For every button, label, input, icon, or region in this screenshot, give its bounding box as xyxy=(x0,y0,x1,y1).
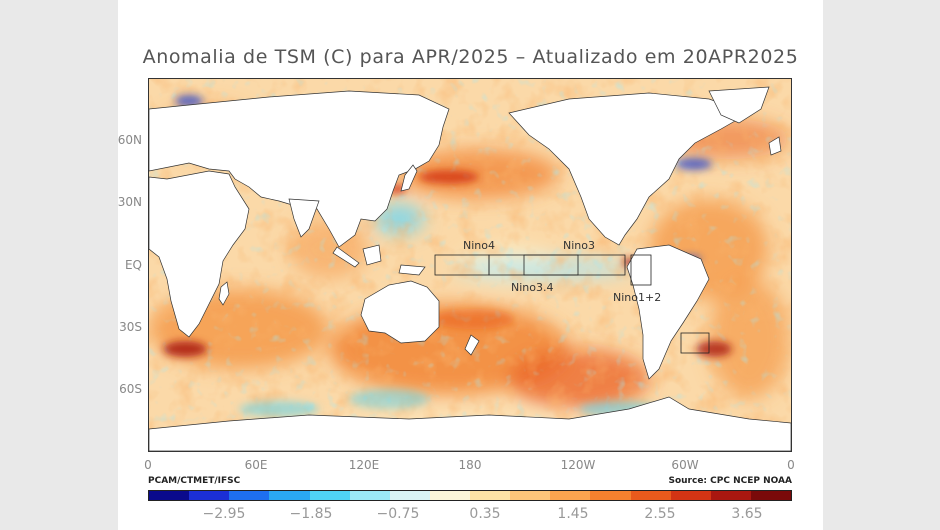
new-zealand xyxy=(464,334,480,356)
map-title: Anomalia de TSM (C) para APR/2025 – Atua… xyxy=(142,46,799,68)
japan xyxy=(400,164,418,192)
nino34-label: Nino3.4 xyxy=(511,281,553,294)
colorbar-segment xyxy=(149,491,190,500)
sst-anomaly-map: Nino4 Nino3 Nino3.4 Nino1+2 xyxy=(148,78,792,452)
borneo xyxy=(362,244,382,266)
colorbar-label-7: 3.65 xyxy=(731,506,763,522)
map-canvas: Nino4 Nino3 Nino3.4 Nino1+2 xyxy=(149,79,791,451)
colorbar-segment xyxy=(550,491,591,500)
lon-label-60w: 60W xyxy=(671,458,699,472)
colorbar-segment xyxy=(229,491,270,500)
continents xyxy=(149,86,791,451)
nino-boxes xyxy=(434,254,710,354)
colorbar-segment xyxy=(389,491,430,500)
colorbar-segment xyxy=(630,491,671,500)
colorbar-label-6: 2.55 xyxy=(644,506,676,522)
south-atlantic-box xyxy=(680,332,710,354)
antarctica xyxy=(149,396,791,451)
africa xyxy=(149,170,250,338)
greenland xyxy=(708,86,770,124)
anomaly-hotspots xyxy=(163,95,732,417)
lon-label-120e: 120E xyxy=(348,458,380,472)
colorbar-segment xyxy=(750,491,791,500)
colorbar-label-4: 0.35 xyxy=(469,506,501,522)
colorbar-label-2: −1.85 xyxy=(289,506,333,522)
lon-label-120w: 120W xyxy=(560,458,596,472)
colorbar-segment xyxy=(510,491,551,500)
nino3-label: Nino3 xyxy=(563,239,595,252)
colorbar-segment xyxy=(429,491,470,500)
colorbar-segment xyxy=(269,491,310,500)
lon-label-180: 180 xyxy=(458,458,482,472)
nino4-label: Nino4 xyxy=(463,239,495,252)
lon-label-0: 0 xyxy=(144,458,152,472)
credit-institution: PCAM/CTMET/IFSC xyxy=(148,476,241,486)
lat-label-30n: 30N xyxy=(117,195,142,209)
colorbar-label-1: −2.95 xyxy=(202,506,246,522)
eurasia xyxy=(149,90,450,248)
colorbar-segment xyxy=(590,491,631,500)
colorbar-segment xyxy=(309,491,350,500)
sumatra xyxy=(332,246,360,268)
figure-panel: Anomalia de TSM (C) para APR/2025 – Atua… xyxy=(118,0,823,530)
colorbar-segment xyxy=(349,491,390,500)
lon-label-60e: 60E xyxy=(244,458,268,472)
madagascar xyxy=(218,281,230,306)
lat-label-30s: 30S xyxy=(119,320,142,334)
colorbar-segment xyxy=(710,491,751,500)
lat-label-60n: 60N xyxy=(117,133,142,147)
australia xyxy=(360,280,440,344)
nino34-box xyxy=(523,254,579,276)
colorbar xyxy=(148,490,792,501)
lat-label-60s: 60S xyxy=(119,382,142,396)
colorbar-label-3: −0.75 xyxy=(376,506,420,522)
colorbar-label-5: 1.45 xyxy=(557,506,589,522)
lat-label-eq: EQ xyxy=(124,258,142,272)
colorbar-segment xyxy=(189,491,230,500)
colorbar-segment xyxy=(470,491,511,500)
south-america xyxy=(626,244,710,380)
colorbar-segment xyxy=(670,491,711,500)
india xyxy=(288,198,320,238)
british-isles xyxy=(768,136,782,156)
new-guinea xyxy=(398,264,426,276)
credit-source: Source: CPC NCEP NOAA xyxy=(668,476,792,486)
nino12-box xyxy=(630,254,652,286)
nino12-label: Nino1+2 xyxy=(613,291,661,304)
lon-label-0-end: 0 xyxy=(787,458,795,472)
